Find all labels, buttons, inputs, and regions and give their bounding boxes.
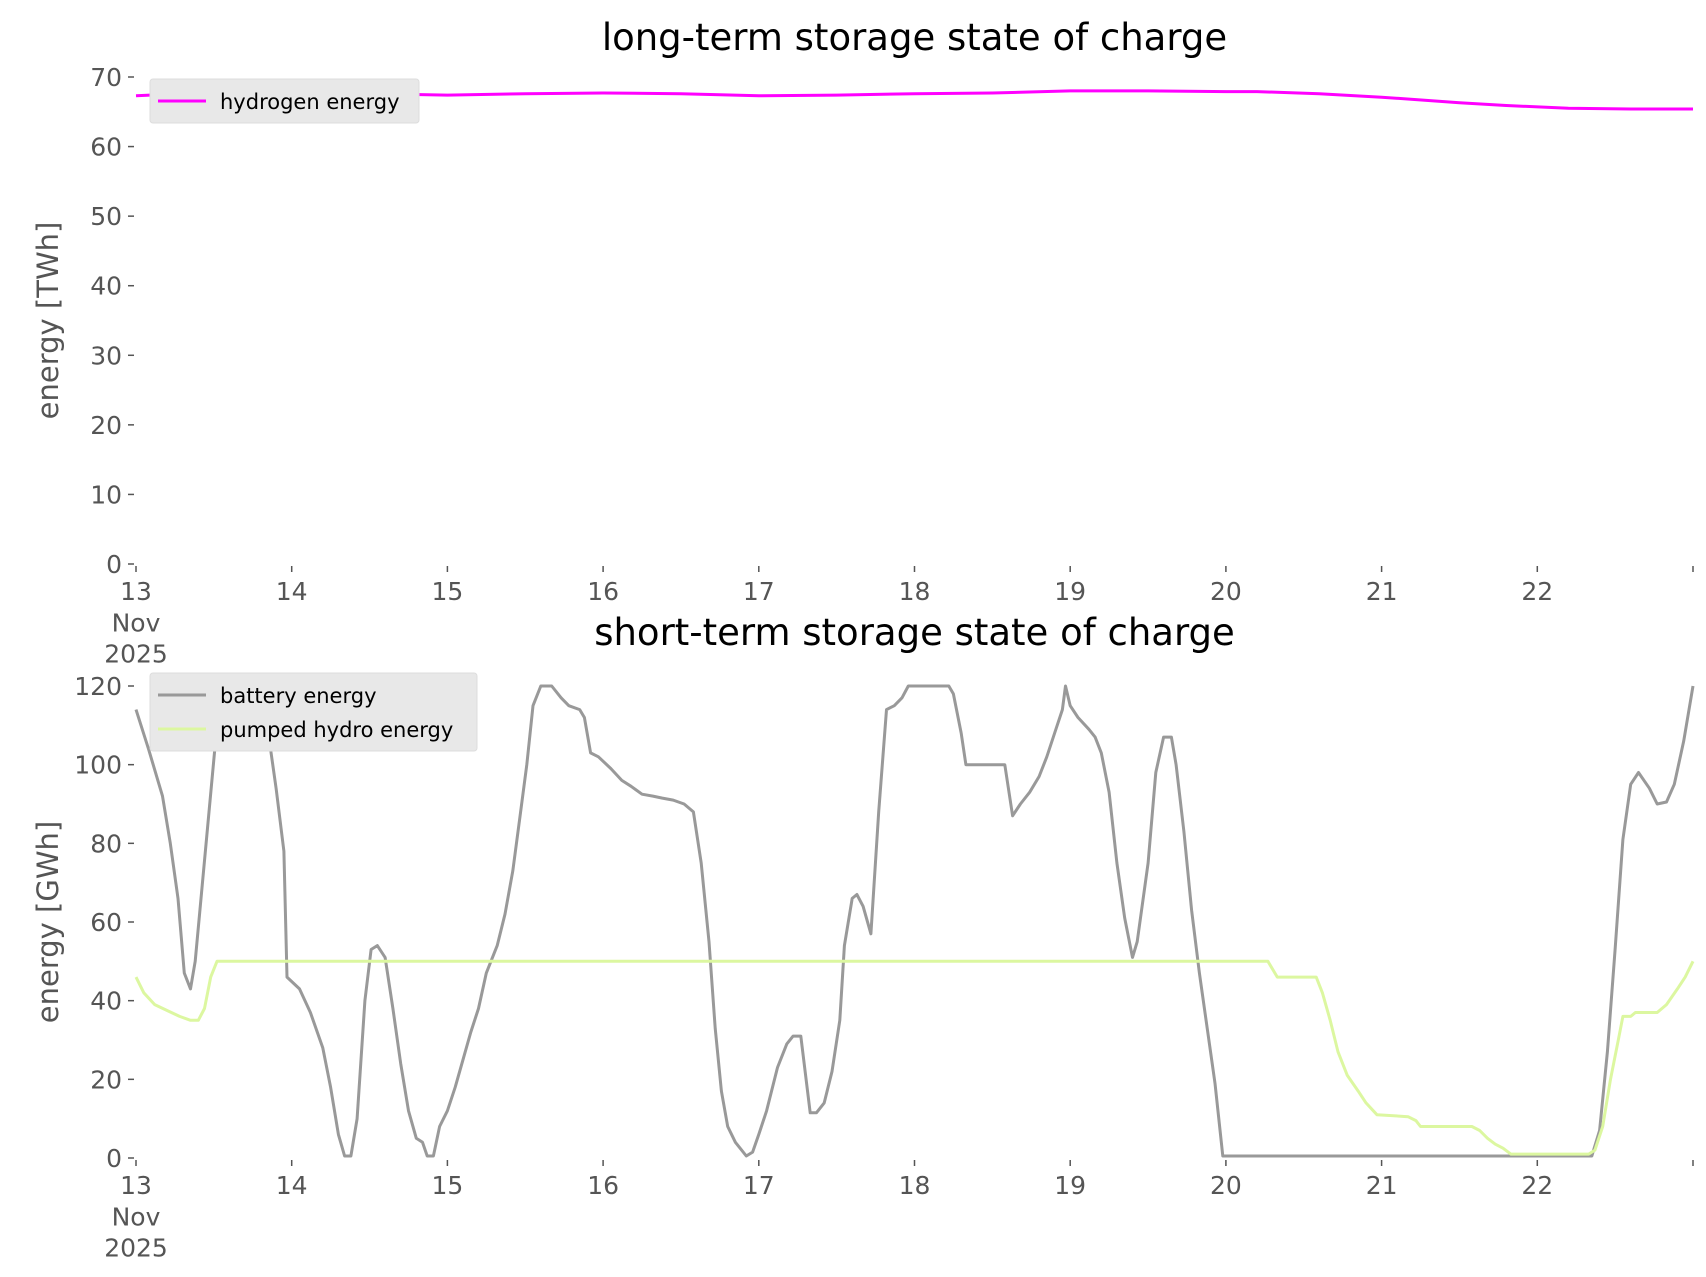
y-tick-label: 70: [90, 63, 122, 92]
y-tick-label: 100: [74, 751, 122, 780]
y-tick-label: 20: [90, 1065, 122, 1094]
y-tick-label: 0: [106, 1144, 122, 1173]
x-tick-label: 18: [899, 577, 931, 606]
x-tick-label: 16: [587, 1171, 619, 1200]
x-tick-label: 19: [1054, 577, 1086, 606]
y-tick-label: 60: [90, 133, 122, 162]
x-tick-label: 17: [743, 577, 775, 606]
y-tick-label: 40: [90, 987, 122, 1016]
y-tick-label: 0: [106, 550, 122, 579]
y-tick-label: 50: [90, 202, 122, 231]
y-tick-label: 40: [90, 272, 122, 301]
x-tick-label: 15: [431, 1171, 463, 1200]
x-tick-label: 19: [1054, 1171, 1086, 1200]
legend-label: hydrogen energy: [220, 90, 400, 114]
legend-box: [149, 672, 478, 752]
x-tick-label: 13 Nov 2025: [104, 1171, 168, 1263]
x-tick-label: 13 Nov 2025: [104, 577, 168, 669]
chart-title: long-term storage state of charge: [602, 16, 1227, 59]
y-tick-label: 30: [90, 341, 122, 370]
legend-label: pumped hydro energy: [220, 718, 453, 742]
x-tick-label: 22: [1521, 577, 1553, 606]
legend: battery energy pumped hydro energy: [149, 672, 478, 752]
x-tick-label: 16: [587, 577, 619, 606]
y-tick-label: 120: [74, 672, 122, 701]
x-tick-label: 21: [1366, 1171, 1398, 1200]
x-tick-label: 20: [1210, 577, 1242, 606]
y-axis-label: energy [GWh]: [31, 821, 65, 1023]
y-tick-label: 20: [90, 411, 122, 440]
chart-title: short-term storage state of charge: [594, 611, 1235, 654]
x-tick-label: 14: [276, 577, 308, 606]
x-tick-label: 20: [1210, 1171, 1242, 1200]
legend: hydrogen energy: [149, 78, 420, 124]
x-tick-label: 18: [899, 1171, 931, 1200]
y-axis-label: energy [TWh]: [31, 222, 65, 420]
y-tick-label: 60: [90, 908, 122, 937]
x-tick-label: 15: [431, 577, 463, 606]
y-tick-label: 10: [90, 480, 122, 509]
series-line: [134, 959, 1695, 1156]
x-tick-label: 17: [743, 1171, 775, 1200]
series-line: [134, 684, 1695, 1158]
x-tick-label: 22: [1521, 1171, 1553, 1200]
y-tick-label: 80: [90, 829, 122, 858]
x-tick-label: 14: [276, 1171, 308, 1200]
legend-label: battery energy: [220, 684, 377, 708]
legend-box: [149, 78, 420, 124]
x-tick-label: 21: [1366, 577, 1398, 606]
